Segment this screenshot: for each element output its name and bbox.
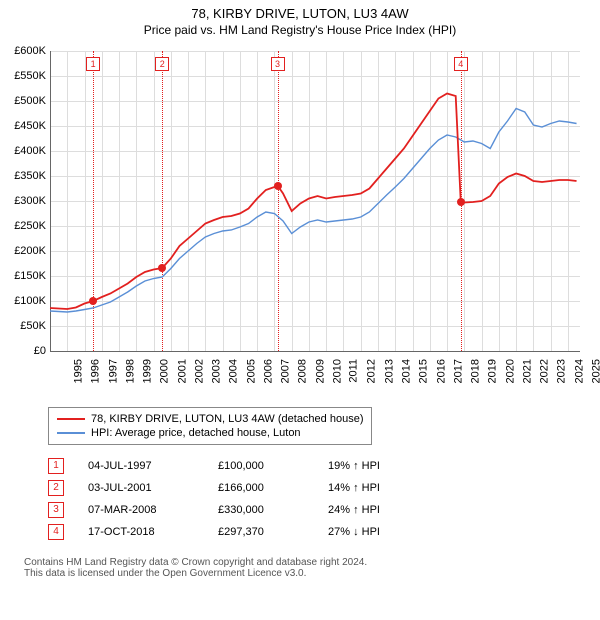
sales-row-badge: 2: [48, 480, 64, 496]
legend-label: 78, KIRBY DRIVE, LUTON, LU3 4AW (detache…: [91, 413, 363, 425]
legend-row: 78, KIRBY DRIVE, LUTON, LU3 4AW (detache…: [57, 412, 363, 426]
chart-container: 78, KIRBY DRIVE, LUTON, LU3 4AW Price pa…: [0, 0, 600, 587]
footer-line2: This data is licensed under the Open Gov…: [24, 568, 600, 579]
sales-row-badge: 1: [48, 458, 64, 474]
sales-row-diff: 24% ↑ HPI: [328, 504, 398, 516]
sale-dot: [89, 297, 97, 305]
sales-row-badge: 4: [48, 524, 64, 540]
chart-area: £0£50K£100K£150K£200K£250K£300K£350K£400…: [0, 41, 600, 401]
sales-table: 1 04-JUL-1997£100,00019% ↑ HPI 2 03-JUL-200…: [48, 455, 600, 543]
sales-row-price: £100,000: [218, 460, 328, 472]
legend-row: HPI: Average price, detached house, Luto…: [57, 426, 363, 440]
chart-subtitle: Price paid vs. HM Land Registry's House …: [0, 21, 600, 41]
footer-line1: Contains HM Land Registry data © Crown c…: [24, 557, 600, 568]
legend-swatch: [57, 432, 85, 434]
sale-dot: [158, 264, 166, 272]
sales-row: 3 07-MAR-2008£330,00024% ↑ HPI: [48, 499, 600, 521]
sales-row-price: £297,370: [218, 526, 328, 538]
sales-row-price: £330,000: [218, 504, 328, 516]
series-property: [50, 94, 577, 310]
footer-attribution: Contains HM Land Registry data © Crown c…: [24, 557, 600, 587]
sales-row-diff: 14% ↑ HPI: [328, 482, 398, 494]
sale-dot: [274, 182, 282, 190]
sales-row-date: 07-MAR-2008: [88, 504, 218, 516]
sales-row-badge: 3: [48, 502, 64, 518]
series-svg: [0, 41, 600, 401]
sales-row-price: £166,000: [218, 482, 328, 494]
legend-swatch: [57, 418, 85, 420]
sales-row: 4 17-OCT-2018£297,37027% ↓ HPI: [48, 521, 600, 543]
sales-row-date: 17-OCT-2018: [88, 526, 218, 538]
legend: 78, KIRBY DRIVE, LUTON, LU3 4AW (detache…: [48, 407, 372, 445]
sales-row-diff: 27% ↓ HPI: [328, 526, 398, 538]
sale-dot: [457, 198, 465, 206]
sales-row: 2 03-JUL-2001£166,00014% ↑ HPI: [48, 477, 600, 499]
sales-row-date: 04-JUL-1997: [88, 460, 218, 472]
sales-row: 1 04-JUL-1997£100,00019% ↑ HPI: [48, 455, 600, 477]
legend-label: HPI: Average price, detached house, Luto…: [91, 427, 301, 439]
sales-row-diff: 19% ↑ HPI: [328, 460, 398, 472]
sales-row-date: 03-JUL-2001: [88, 482, 218, 494]
chart-title: 78, KIRBY DRIVE, LUTON, LU3 4AW: [0, 0, 600, 21]
